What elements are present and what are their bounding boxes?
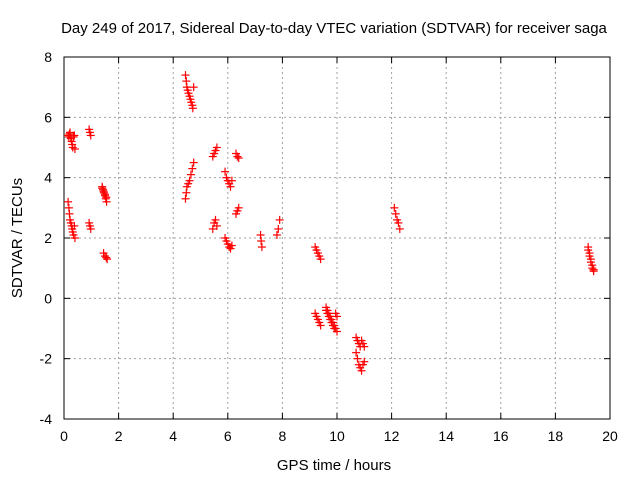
data-point [589, 265, 598, 274]
x-tick-label: 10 [329, 428, 345, 444]
y-tick-label: 0 [44, 290, 52, 306]
data-point [227, 241, 236, 250]
y-axis: -4 -2 0 2 4 6 8 [40, 49, 610, 427]
data-point [64, 197, 73, 206]
y-tick-label: 2 [44, 230, 52, 246]
x-tick-label: 12 [384, 428, 400, 444]
data-point [66, 128, 75, 137]
x-tick-label: 8 [279, 428, 287, 444]
data-point [275, 215, 284, 224]
data-point [86, 224, 95, 233]
data-point [102, 193, 111, 202]
data-point [70, 221, 79, 230]
data-point [181, 71, 190, 80]
y-axis-title: SDTVAR / TECUs [9, 178, 26, 298]
data-point [272, 230, 281, 239]
data-point [360, 342, 369, 351]
data-point [357, 366, 366, 375]
data-point [360, 357, 369, 366]
y-tick-label: -4 [40, 411, 53, 427]
data-point [234, 203, 243, 212]
data-point [353, 354, 362, 363]
data-point [588, 261, 597, 270]
data-point [585, 249, 594, 258]
x-tick-label: 4 [169, 428, 177, 444]
grid-lines [64, 57, 610, 419]
x-axis-title: GPS time / hours [277, 457, 391, 474]
data-point [234, 154, 243, 163]
data-point [221, 167, 230, 176]
y-tick-label: 8 [44, 49, 52, 65]
data-point [352, 348, 361, 357]
data-point [186, 170, 195, 179]
data-point [227, 176, 236, 185]
data-point [208, 224, 217, 233]
data-point [69, 132, 78, 141]
data-point [257, 243, 266, 252]
x-tick-label: 0 [60, 428, 68, 444]
x-tick-label: 20 [602, 428, 618, 444]
data-point [586, 255, 595, 264]
x-tick-label: 6 [224, 428, 232, 444]
data-point [330, 324, 339, 333]
x-tick-label: 14 [438, 428, 454, 444]
data-point [316, 255, 325, 264]
data-point [390, 203, 399, 212]
x-axis: 0 2 4 6 8 10 12 14 16 18 20 [60, 57, 618, 444]
y-tick-label: -2 [40, 351, 53, 367]
data-point [395, 224, 404, 233]
x-tick-label: 16 [493, 428, 509, 444]
data-point [181, 194, 190, 203]
data-points [64, 71, 598, 375]
data-point [257, 237, 266, 246]
data-point [233, 152, 242, 161]
data-point [86, 131, 95, 140]
data-point [102, 253, 111, 262]
data-point [391, 209, 400, 218]
y-tick-label: 4 [44, 170, 52, 186]
data-point [584, 243, 593, 252]
chart-title: Day 249 of 2017, Sidereal Day-to-day VTE… [61, 20, 607, 37]
data-point [189, 158, 198, 167]
data-point [274, 224, 283, 233]
data-point [212, 143, 221, 152]
data-point [189, 83, 198, 92]
data-point [333, 312, 341, 321]
data-point [211, 215, 220, 224]
data-point [212, 221, 221, 230]
data-point [394, 218, 403, 227]
data-point [70, 145, 79, 154]
data-point [70, 131, 79, 140]
data-point [316, 321, 325, 330]
y-tick-label: 6 [44, 109, 52, 125]
x-tick-label: 2 [115, 428, 123, 444]
x-tick-label: 18 [548, 428, 564, 444]
data-point [188, 164, 197, 173]
data-point [103, 255, 112, 264]
data-point [226, 182, 235, 191]
data-point [70, 234, 79, 242]
data-point [188, 104, 197, 113]
data-point [185, 176, 194, 185]
